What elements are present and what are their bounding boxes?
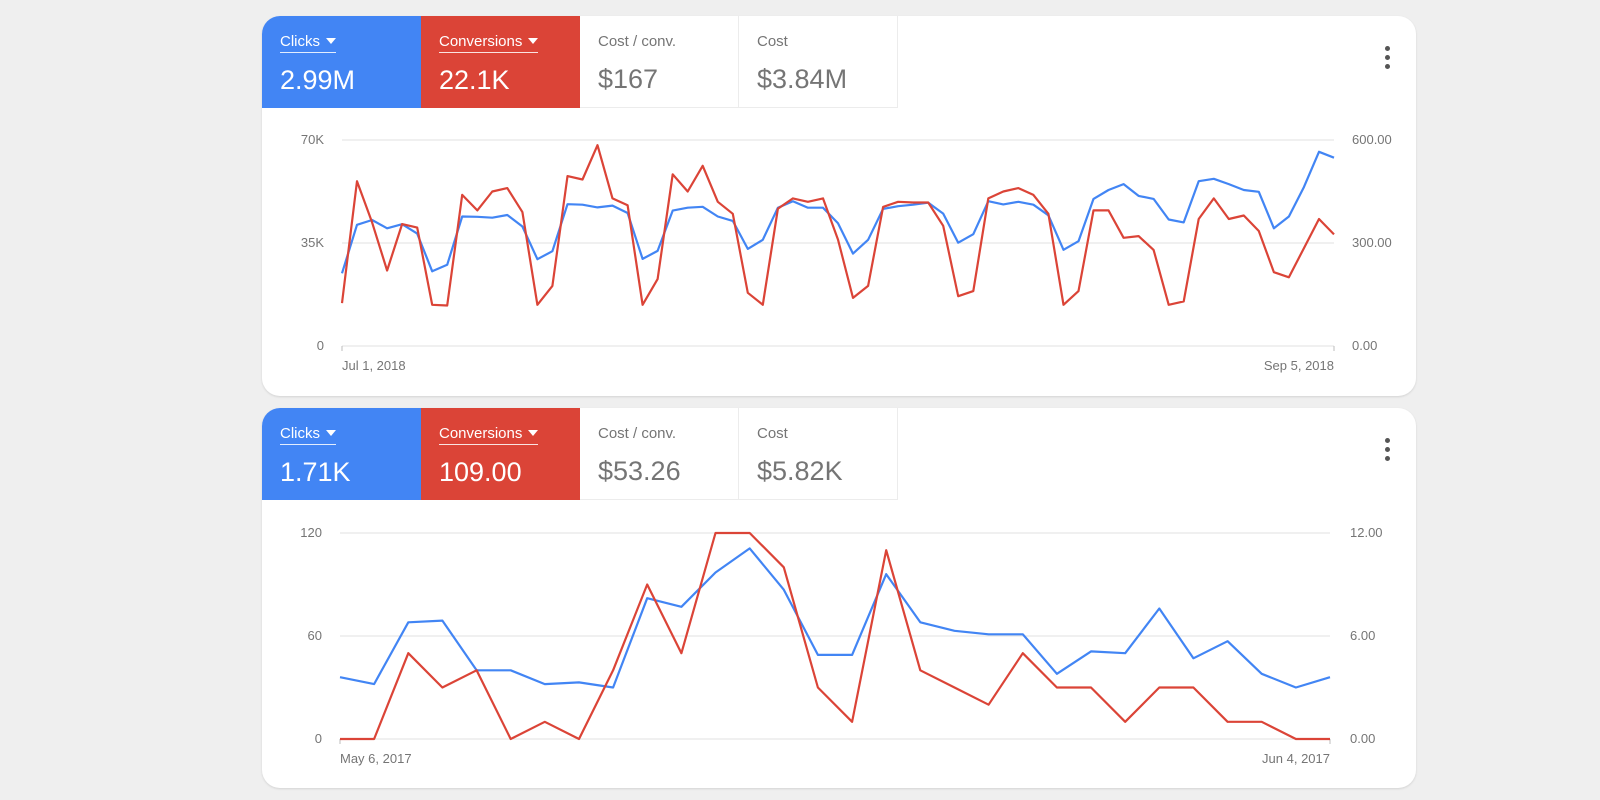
x-tick-label-end: Sep 5, 2018 [1264, 358, 1334, 373]
metric-selector-clicks[interactable]: Clicks [280, 33, 336, 53]
metric-tile-cost-per-conv[interactable]: Cost / conv. $53.26 [580, 408, 739, 500]
series-line-clicks [340, 150, 1335, 274]
series-line-conversions [340, 144, 1335, 307]
performance-card-2: Clicks 1.71K Conversions 109.00 Cost / c… [262, 408, 1416, 788]
more-vert-icon[interactable] [1382, 46, 1392, 72]
metric-label: Cost / conv. [598, 33, 677, 50]
metric-label: Cost [757, 33, 788, 50]
metric-tile-cost[interactable]: Cost $5.82K [739, 408, 898, 500]
y-right-tick-label: 300.00 [1352, 235, 1392, 250]
y-right-tick-label: 600.00 [1352, 132, 1392, 147]
series-line-clicks [339, 547, 1331, 689]
y-right-tick-label: 0.00 [1352, 338, 1377, 353]
metric-tile-cost-per-conv[interactable]: Cost / conv. $167 [580, 16, 739, 108]
y-left-tick-label: 120 [300, 525, 322, 540]
metric-value: 1.71K [280, 457, 351, 487]
y-left-tick-label: 60 [308, 628, 322, 643]
y-left-tick-label: 70K [301, 132, 324, 147]
more-vert-icon[interactable] [1382, 438, 1392, 464]
metric-selector-conversions[interactable]: Conversions [439, 33, 539, 53]
dropdown-arrow-icon [326, 38, 336, 45]
performance-card-1: Clicks 2.99M Conversions 22.1K Cost / co… [262, 16, 1416, 396]
metric-selector-conversions[interactable]: Conversions [439, 425, 539, 445]
y-right-tick-label: 12.00 [1350, 525, 1383, 540]
dropdown-arrow-icon [528, 38, 539, 45]
metric-value: $167 [598, 64, 659, 94]
y-left-tick-label: 0 [315, 731, 322, 746]
metric-label: Clicks [280, 425, 320, 442]
dropdown-arrow-icon [326, 430, 336, 437]
metric-value: 2.99M [280, 65, 356, 95]
line-chart: 0 0.00 35K 300.00 70K 600.00 Jul 1, 2018 Sep 5,… [301, 132, 1392, 373]
x-tick-label-end: Jun 4, 2017 [1262, 751, 1330, 766]
y-left-tick-label: 0 [317, 338, 324, 353]
y-left-tick-label: 35K [301, 235, 324, 250]
metric-value: $3.84M [757, 64, 848, 94]
metric-tiles: Clicks 1.71K Conversions 109.00 Cost / c… [262, 408, 898, 500]
metric-label: Conversions [439, 425, 523, 442]
metric-tile-cost[interactable]: Cost $3.84M [739, 16, 898, 108]
dropdown-arrow-icon [528, 430, 539, 437]
series-line-conversions [340, 531, 1330, 741]
metric-tile-conversions[interactable]: Conversions 22.1K [421, 16, 580, 108]
y-right-tick-label: 6.00 [1350, 628, 1375, 643]
metric-tile-clicks[interactable]: Clicks 1.71K [262, 408, 421, 500]
metric-label: Clicks [280, 33, 320, 50]
metric-label: Cost [757, 425, 788, 442]
metric-value: $53.26 [598, 456, 681, 486]
metric-label: Conversions [439, 33, 523, 50]
line-chart: 0 0.00 60 6.00 120 12.00 May 6, 2017 Jun 4, 201… [300, 525, 1383, 766]
metric-tile-clicks[interactable]: Clicks 2.99M [262, 16, 421, 108]
metric-value: 109.00 [439, 457, 522, 487]
metric-value: $5.82K [757, 456, 843, 486]
metric-value: 22.1K [439, 65, 510, 95]
x-tick-label-start: Jul 1, 2018 [342, 358, 406, 373]
metric-label: Cost / conv. [598, 425, 677, 442]
metric-tiles: Clicks 2.99M Conversions 22.1K Cost / co… [262, 16, 898, 108]
y-right-tick-label: 0.00 [1350, 731, 1375, 746]
x-tick-label-start: May 6, 2017 [340, 751, 412, 766]
metric-selector-clicks[interactable]: Clicks [280, 425, 336, 445]
metric-tile-conversions[interactable]: Conversions 109.00 [421, 408, 580, 500]
